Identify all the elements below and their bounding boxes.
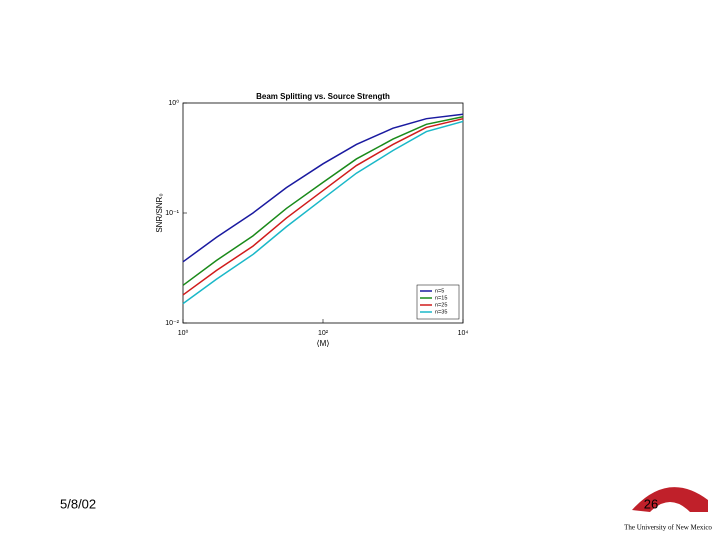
x-tick-label: 10⁰ <box>178 329 189 337</box>
legend-label: n=15 <box>435 295 447 301</box>
y-tick-label: 10⁻² <box>165 320 179 327</box>
x-axis-label: ⟨M⟩ <box>317 339 330 348</box>
y-tick-label: 10⁰ <box>168 99 179 107</box>
legend-label: n=25 <box>435 302 447 308</box>
x-tick-label: 10⁴ <box>458 330 469 337</box>
series-line <box>182 117 464 296</box>
series-line <box>182 120 464 305</box>
series-line <box>182 116 464 286</box>
x-tick-label: 10² <box>318 330 329 337</box>
y-axis-label: SNR/SNR₀ <box>155 193 164 232</box>
logo-text: The University of New Mexico <box>624 524 712 532</box>
logo-arch <box>632 487 708 512</box>
chart-title: Beam Splitting vs. Source Strength <box>256 92 390 101</box>
legend-label: n=5 <box>435 288 444 294</box>
y-tick-label: 10⁻¹ <box>165 210 179 217</box>
legend-label: n=35 <box>435 309 447 315</box>
series-line <box>182 113 464 263</box>
page-number: 26 <box>644 496 658 511</box>
footer-date: 5/8/02 <box>60 496 96 511</box>
